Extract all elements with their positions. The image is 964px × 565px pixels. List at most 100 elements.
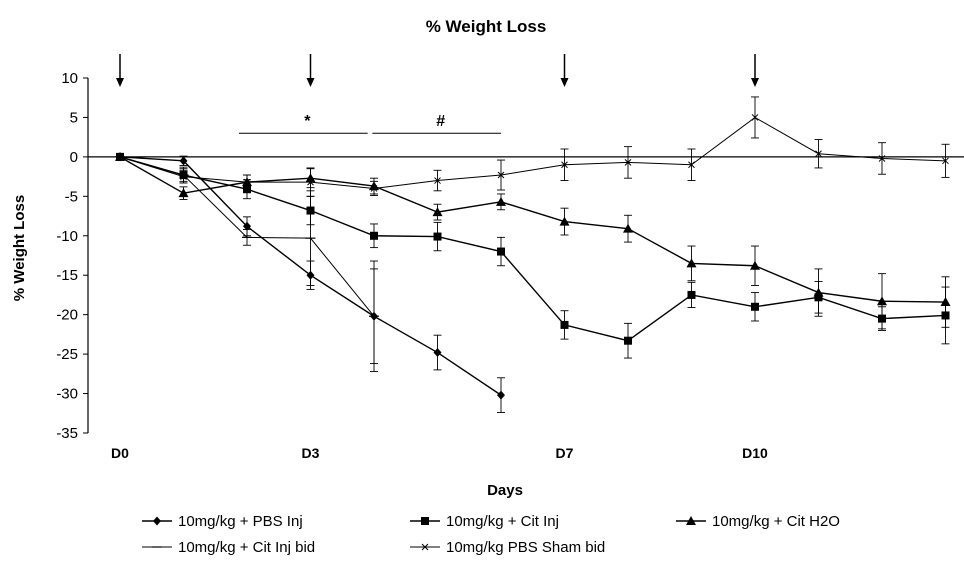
data-point-stroke bbox=[497, 171, 505, 179]
data-point bbox=[433, 232, 442, 241]
dosing-arrow bbox=[116, 54, 124, 87]
y-tick-label: -25 bbox=[56, 346, 78, 363]
data-point bbox=[878, 155, 886, 162]
data-point-stroke bbox=[751, 114, 759, 121]
legend-entry: 10mg/kg PBS Sham bid bbox=[410, 539, 605, 556]
legend-label: 10mg/kg + PBS Inj bbox=[178, 513, 303, 530]
data-point bbox=[687, 290, 696, 299]
y-tick-label: -15 bbox=[56, 267, 78, 284]
data-point bbox=[180, 173, 187, 180]
data-point bbox=[243, 221, 251, 231]
data-point bbox=[686, 516, 696, 525]
data-point bbox=[497, 390, 505, 400]
data-point bbox=[560, 320, 569, 329]
y-tick-label: -35 bbox=[56, 425, 78, 442]
series-layer bbox=[115, 96, 951, 413]
significance-symbol: # bbox=[436, 113, 445, 130]
data-point bbox=[496, 196, 506, 206]
legend: 10mg/kg + PBS Inj 10mg/kg + Cit Inj 10mg/k… bbox=[142, 513, 840, 556]
x-axis-label: Days bbox=[487, 482, 523, 499]
legend-entry: 10mg/kg + Cit Inj bid bbox=[142, 539, 315, 556]
dosing-arrow bbox=[751, 54, 759, 87]
dosing-arrow bbox=[560, 54, 569, 87]
data-point-stroke bbox=[307, 178, 314, 186]
data-point bbox=[624, 159, 632, 166]
dosing-arrow-head bbox=[560, 78, 569, 87]
data-point bbox=[178, 188, 189, 198]
data-point bbox=[370, 231, 378, 240]
dosing-arrow-head bbox=[751, 78, 759, 87]
legend-entry: 10mg/kg + Cit Inj bbox=[410, 513, 559, 530]
y-tick-label: -30 bbox=[56, 386, 78, 403]
data-point bbox=[815, 150, 822, 158]
data-point bbox=[561, 161, 568, 169]
series-line bbox=[119, 156, 946, 303]
data-point bbox=[243, 178, 251, 186]
legend-label: 10mg/kg + Cit Inj bid bbox=[178, 539, 315, 556]
legend-label: 10mg/kg + Cit Inj bbox=[446, 513, 559, 530]
data-point bbox=[434, 177, 441, 184]
data-point-stroke bbox=[180, 173, 187, 180]
significance-symbol: * bbox=[304, 113, 311, 130]
axes: 10 5 0 -5 -10 -15 -20 -25 -30 -35 D0 D3 D7 D10 bbox=[56, 70, 964, 461]
data-point bbox=[940, 297, 951, 307]
series-line bbox=[119, 116, 946, 189]
data-point-stroke bbox=[942, 157, 949, 165]
data-point bbox=[624, 336, 632, 345]
data-point bbox=[497, 247, 505, 256]
y-tick-label: 5 bbox=[70, 109, 78, 126]
data-point bbox=[751, 114, 759, 121]
data-point bbox=[179, 156, 188, 166]
data-point bbox=[623, 223, 633, 233]
data-point bbox=[497, 171, 505, 179]
data-point-stroke bbox=[688, 161, 695, 169]
y-tick-label: -10 bbox=[56, 228, 78, 245]
data-point bbox=[751, 302, 759, 311]
data-point bbox=[942, 157, 949, 165]
x-tick-label: D10 bbox=[742, 445, 768, 461]
dosing-arrow-head bbox=[306, 78, 315, 87]
dosing-arrow-head bbox=[116, 78, 124, 87]
legend-entry: 10mg/kg + Cit H2O bbox=[676, 513, 840, 530]
data-point bbox=[686, 258, 697, 268]
data-point bbox=[370, 185, 378, 192]
data-point-stroke bbox=[421, 543, 429, 551]
y-tick-label: -20 bbox=[56, 307, 78, 324]
chart-title: % Weight Loss bbox=[426, 17, 547, 36]
data-point-stroke bbox=[243, 178, 251, 186]
data-point-stroke bbox=[561, 161, 568, 169]
data-point bbox=[116, 153, 124, 161]
data-point bbox=[432, 207, 443, 217]
x-tick-label: D7 bbox=[556, 445, 574, 461]
data-point bbox=[877, 296, 887, 306]
y-axis-label: % Weight Loss bbox=[11, 195, 28, 301]
data-point bbox=[559, 216, 570, 226]
data-point-stroke bbox=[434, 177, 441, 184]
series-line bbox=[119, 156, 946, 342]
significance-annotation: * bbox=[239, 113, 368, 134]
x-tick-label: D0 bbox=[111, 445, 129, 461]
significance-annotation: # bbox=[372, 113, 501, 134]
data-point-stroke bbox=[370, 185, 378, 192]
data-point-stroke bbox=[878, 155, 886, 162]
y-tick-label: -5 bbox=[65, 188, 78, 205]
data-point bbox=[307, 178, 314, 186]
data-point bbox=[153, 516, 161, 526]
data-point-stroke bbox=[116, 153, 124, 161]
annotations: * # bbox=[116, 54, 759, 134]
y-tick-label: 0 bbox=[70, 149, 78, 166]
data-point bbox=[813, 287, 824, 297]
legend-label: 10mg/kg + Cit H2O bbox=[712, 513, 840, 530]
data-point bbox=[688, 161, 695, 169]
y-tick-label: 10 bbox=[61, 70, 78, 87]
data-point bbox=[750, 260, 760, 270]
x-tick-label: D3 bbox=[302, 445, 320, 461]
data-point-stroke bbox=[815, 150, 822, 158]
series-3 bbox=[115, 151, 951, 330]
data-point bbox=[433, 348, 442, 358]
dosing-arrow bbox=[306, 54, 315, 87]
series-5 bbox=[116, 96, 950, 197]
legend-label: 10mg/kg PBS Sham bid bbox=[446, 539, 605, 556]
data-point bbox=[421, 543, 429, 551]
